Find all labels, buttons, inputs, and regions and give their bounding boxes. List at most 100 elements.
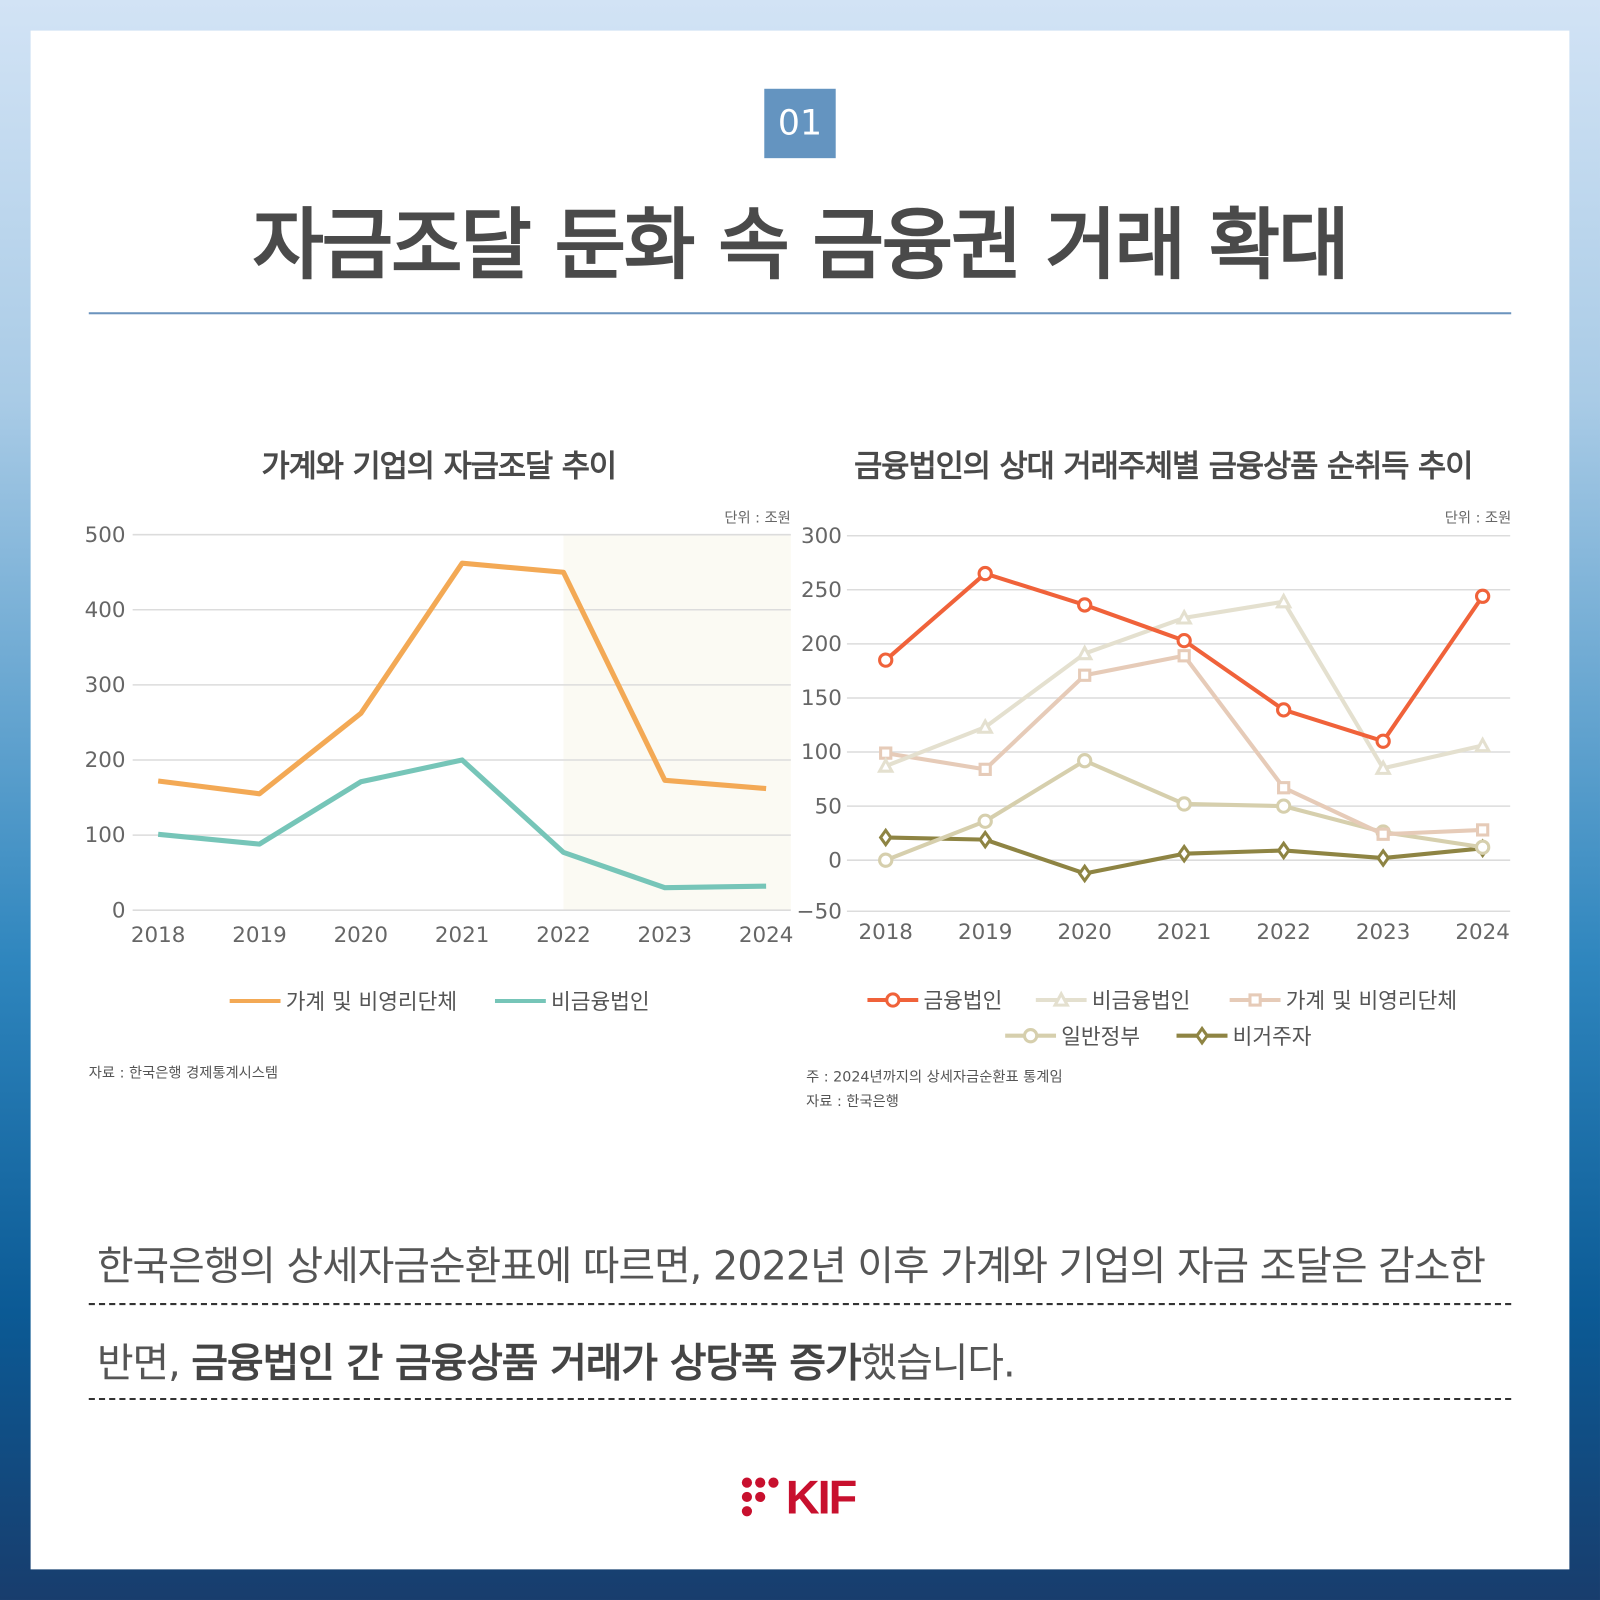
x-tick-label: 2022 bbox=[536, 923, 590, 948]
body-text-part: 했습니다. bbox=[860, 1340, 1016, 1387]
data-point bbox=[977, 565, 993, 582]
legend-item: 금융법인 bbox=[867, 985, 1002, 1016]
y-tick-label: 300 bbox=[85, 673, 126, 698]
y-tick-label: 500 bbox=[85, 523, 126, 548]
data-point bbox=[1276, 702, 1292, 718]
legend-item: 비거주자 bbox=[1176, 1020, 1312, 1051]
title-divider bbox=[88, 312, 1512, 315]
data-point bbox=[977, 813, 993, 829]
legend-label: 일반정부 bbox=[1061, 1024, 1141, 1049]
legend-marker bbox=[885, 992, 901, 1008]
legend-label: 비금융법인 bbox=[551, 989, 650, 1015]
series-line-가계 및 비영리단체 bbox=[157, 560, 767, 797]
data-point bbox=[1274, 592, 1293, 609]
legend-label: 비거주자 bbox=[1232, 1024, 1312, 1049]
data-point bbox=[878, 852, 894, 868]
y-tick-label: 50 bbox=[815, 794, 842, 819]
x-tick-label: 2024 bbox=[739, 923, 793, 948]
data-point bbox=[1176, 632, 1192, 649]
series-line-비금융법인 bbox=[884, 599, 1484, 771]
y-tick-label: 200 bbox=[801, 632, 842, 657]
right-chart-title: 금융법인의 상대 거래주체별 금융상품 순취득 추이 bbox=[854, 448, 1473, 485]
legend-label: 가계 및 비영리단체 bbox=[285, 989, 458, 1015]
section-number-badge: 01 bbox=[764, 88, 836, 159]
right-chart-unit: 단위 : 조원 bbox=[1444, 510, 1512, 527]
right-chart-note: 주 : 2024년까지의 상세자금순환표 통계임 bbox=[806, 1069, 1063, 1086]
legend-swatch-icon bbox=[1176, 1025, 1228, 1046]
x-tick-label: 2021 bbox=[1157, 920, 1211, 945]
x-tick-label: 2021 bbox=[435, 923, 489, 948]
data-point bbox=[1375, 733, 1391, 749]
y-tick-label: 0 bbox=[828, 848, 842, 873]
highlight-region bbox=[563, 534, 791, 911]
legend-marker bbox=[1195, 1025, 1210, 1046]
legend-label: 가계 및 비영리단체 bbox=[1285, 988, 1458, 1014]
legend-swatch-icon bbox=[1229, 993, 1281, 1007]
left-chart-unit: 단위 : 조원 bbox=[724, 510, 791, 527]
x-tick-label: 2019 bbox=[958, 920, 1012, 945]
data-point bbox=[1376, 848, 1391, 868]
x-tick-label: 2019 bbox=[232, 923, 286, 948]
y-tick-label: 300 bbox=[801, 524, 842, 549]
body-text-emphasis: 금융법인 간 금융상품 거래가 상당폭 증가 bbox=[191, 1340, 861, 1387]
data-point bbox=[1077, 753, 1093, 769]
left-chart-title: 가계와 기업의 자금조달 추이 bbox=[261, 448, 617, 485]
body-text-part: 반면, bbox=[96, 1340, 192, 1387]
chart-1: 0 100 200 300 400 500 2018 2019 2020 2021 2022 2023… bbox=[85, 523, 794, 948]
right-chart-source: 자료 : 한국은행 bbox=[806, 1093, 899, 1111]
data-point bbox=[1474, 588, 1491, 604]
data-point bbox=[978, 762, 992, 776]
data-point bbox=[976, 717, 994, 734]
legend-swatch-icon bbox=[1035, 990, 1087, 1007]
y-tick-label: −50 bbox=[797, 899, 842, 924]
legend-marker bbox=[1022, 1028, 1039, 1044]
legend-swatch-icon bbox=[1005, 1028, 1057, 1044]
legend-swatch-icon bbox=[867, 992, 919, 1008]
data-point bbox=[1276, 840, 1291, 861]
x-tick-label: 2018 bbox=[858, 920, 912, 945]
data-point bbox=[978, 829, 993, 850]
data-point bbox=[1476, 823, 1490, 837]
data-point bbox=[1177, 843, 1192, 864]
kif-logo-dots-icon bbox=[741, 1477, 779, 1517]
data-point bbox=[1075, 644, 1094, 661]
data-point bbox=[1077, 863, 1092, 884]
data-point bbox=[1474, 839, 1491, 855]
legend-swatch-icon bbox=[494, 998, 546, 1004]
legend-label: 비금융법인 bbox=[1091, 988, 1191, 1014]
legend-marker bbox=[1248, 993, 1262, 1007]
x-tick-label: 2020 bbox=[1057, 920, 1111, 945]
data-point bbox=[1176, 796, 1192, 812]
legend-item: 가계 및 비영리단체 bbox=[229, 986, 458, 1017]
legend-item: 비금융법인 bbox=[1035, 985, 1191, 1016]
data-point bbox=[879, 746, 893, 760]
dashed-divider bbox=[88, 1397, 1512, 1400]
y-tick-label: 0 bbox=[112, 898, 126, 923]
y-tick-label: 400 bbox=[85, 598, 126, 623]
data-point bbox=[878, 652, 894, 668]
y-tick-label: 100 bbox=[801, 740, 842, 765]
kif-logo-text: KIF bbox=[785, 1470, 858, 1524]
x-tick-label: 2020 bbox=[334, 923, 388, 948]
x-tick-label: 2022 bbox=[1256, 920, 1310, 945]
data-point bbox=[1078, 668, 1092, 682]
legend-item: 비금융법인 bbox=[494, 986, 650, 1017]
y-tick-label: 200 bbox=[85, 748, 126, 773]
data-point bbox=[1473, 736, 1492, 753]
y-tick-label: 250 bbox=[801, 578, 842, 603]
data-point bbox=[877, 756, 895, 773]
x-tick-label: 2018 bbox=[131, 923, 185, 948]
left-chart-source: 자료 : 한국은행 경제통계시스템 bbox=[88, 1065, 279, 1082]
data-point bbox=[1376, 827, 1390, 841]
legend-item: 일반정부 bbox=[1005, 1020, 1140, 1051]
dashed-divider bbox=[88, 1303, 1512, 1306]
chart-2: −50 0 50 100 150 200 250 300 2018 2019 2020 2021 202… bbox=[797, 524, 1511, 945]
x-tick-label: 2023 bbox=[1356, 920, 1410, 945]
y-tick-label: 100 bbox=[85, 823, 126, 848]
legend-label: 금융법인 bbox=[923, 988, 1003, 1014]
page-title: 자금조달 둔화 속 금융권 거래 확대 bbox=[252, 198, 1349, 290]
legend-item: 가계 및 비영리단체 bbox=[1229, 985, 1458, 1016]
legend-marker bbox=[1052, 990, 1070, 1007]
